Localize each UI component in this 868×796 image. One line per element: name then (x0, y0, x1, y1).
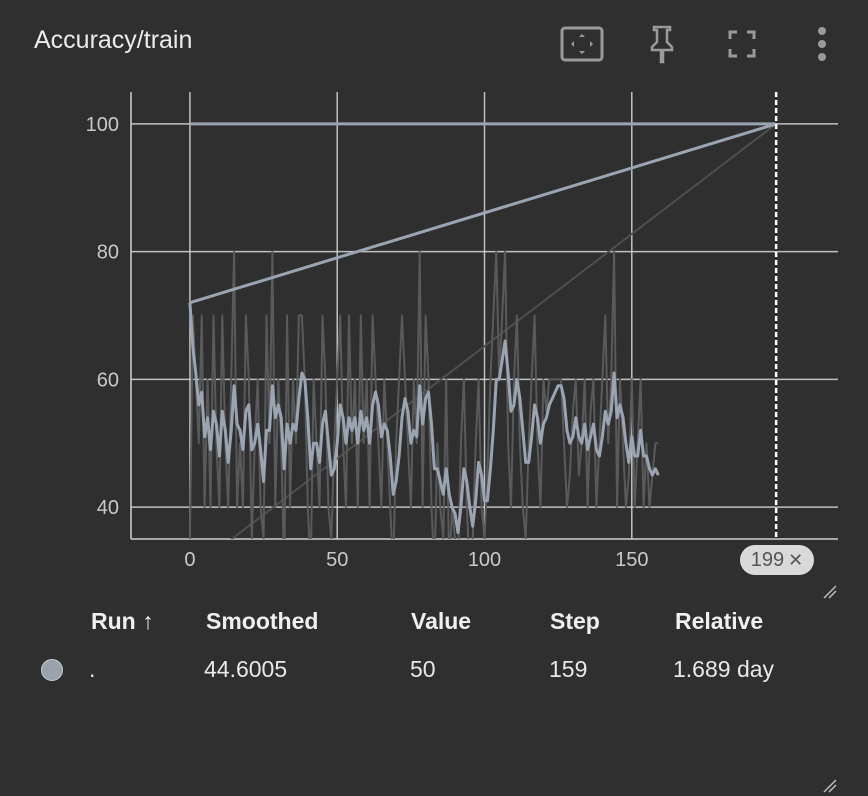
x-tick-label: 150 (615, 549, 648, 571)
run-color-dot[interactable] (41, 659, 63, 681)
line-chart[interactable]: 0 50 100 150 40 60 80 100 (0, 80, 868, 580)
envelope-diagonal-line (189, 122, 777, 305)
raw-extent-line (230, 123, 777, 539)
x-tick-label: 0 (184, 549, 195, 571)
col-header-run[interactable]: Run ↑ (91, 608, 154, 634)
y-tick-label: 80 (97, 242, 119, 264)
x-tick-label: 50 (326, 549, 348, 571)
col-header-relative[interactable]: Relative (675, 608, 764, 634)
smoothed-value: 44.6005 (204, 656, 288, 682)
resize-handle-icon[interactable] (822, 778, 838, 794)
fullscreen-icon[interactable] (720, 22, 764, 66)
fit-domain-icon[interactable] (560, 22, 604, 66)
y-tick-label: 40 (97, 497, 119, 519)
pin-icon[interactable] (640, 22, 684, 66)
card-title: Accuracy/train (34, 26, 193, 54)
y-tick-label: 100 (86, 114, 119, 136)
relative-value: 1.689 day (673, 656, 775, 682)
x-tick-label: 100 (468, 549, 501, 571)
step-value: 159 (549, 656, 588, 682)
series-group (188, 122, 777, 539)
close-icon[interactable]: ✕ (788, 549, 804, 570)
raw-value: 50 (410, 656, 436, 682)
col-header-smoothed[interactable]: Smoothed (206, 608, 319, 634)
more-vert-icon[interactable] (800, 22, 844, 66)
run-name: . (89, 656, 96, 682)
step-cursor-label: 199 (750, 548, 785, 571)
y-tick-label: 60 (97, 369, 119, 391)
resize-handle-icon[interactable] (822, 584, 838, 600)
step-cursor-badge: 199 ✕ (740, 545, 814, 575)
smoothed-series-line (188, 302, 660, 535)
col-header-value[interactable]: Value (411, 608, 472, 634)
col-header-step[interactable]: Step (550, 608, 600, 634)
